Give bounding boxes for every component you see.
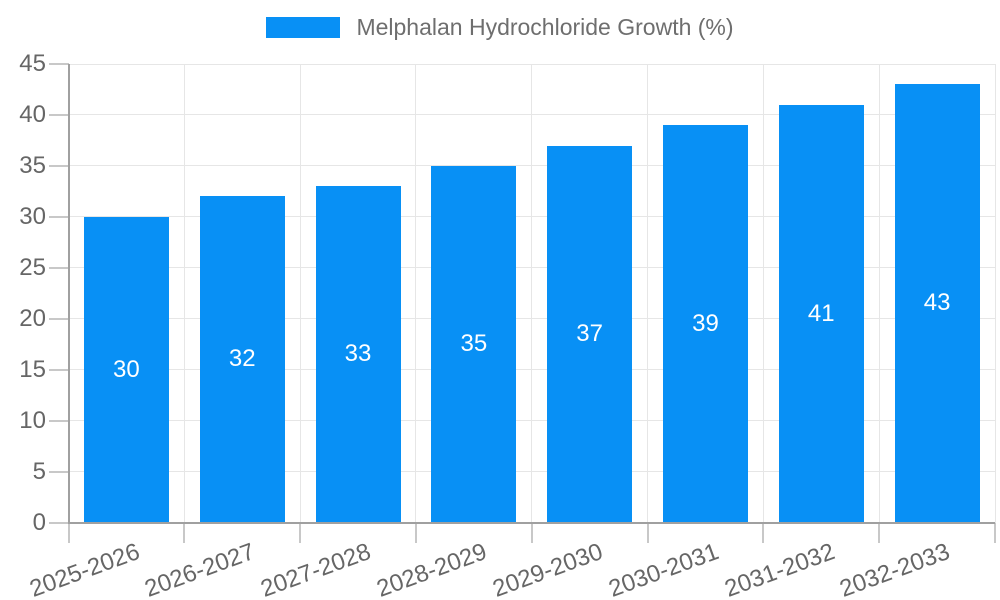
y-tick <box>48 164 69 167</box>
bar[interactable] <box>83 216 169 523</box>
x-gridline <box>299 64 301 523</box>
y-tick-label: 25 <box>19 253 46 281</box>
x-tick-label: 2027-2028 <box>257 538 375 600</box>
y-tick-label: 40 <box>19 100 46 128</box>
bar[interactable] <box>199 196 285 523</box>
x-tick <box>762 522 765 543</box>
x-gridline <box>415 64 417 523</box>
x-tick <box>299 522 302 543</box>
x-tick <box>414 522 417 543</box>
y-tick <box>48 63 69 65</box>
x-gridline <box>183 64 185 523</box>
bar[interactable] <box>431 165 517 523</box>
x-gridline <box>762 64 764 523</box>
bar[interactable] <box>778 104 864 523</box>
bar-value-label: 43 <box>923 289 951 317</box>
x-gridline <box>531 64 533 523</box>
x-tick-label: 2031-2032 <box>720 538 838 600</box>
x-tick-label: 2030-2031 <box>604 538 723 600</box>
y-tick-label: 45 <box>19 50 46 77</box>
y-tick-label: 5 <box>32 457 46 485</box>
x-tick <box>878 522 881 543</box>
y-tick-label: 30 <box>19 202 46 230</box>
x-tick <box>67 522 70 543</box>
bar-value-label: 30 <box>113 355 140 383</box>
y-tick-label: 10 <box>19 406 46 434</box>
bar-value-label: 35 <box>460 330 488 358</box>
y-tick <box>48 215 69 218</box>
y-tick <box>48 419 69 422</box>
x-tick-label: 2026-2027 <box>141 538 259 600</box>
x-tick <box>646 522 649 543</box>
y-tick-label: 35 <box>19 151 46 179</box>
bar-value-label: 32 <box>228 345 256 373</box>
x-gridline <box>994 64 996 523</box>
legend-swatch <box>266 17 341 38</box>
bar-value-label: 39 <box>692 309 719 337</box>
x-gridline <box>878 64 880 523</box>
x-gridline <box>647 64 649 523</box>
y-tick <box>48 470 69 473</box>
y-tick <box>48 266 69 269</box>
y-tick-label: 15 <box>19 355 46 383</box>
bar[interactable] <box>894 84 980 523</box>
chart-legend[interactable]: Melphalan Hydrochloride Growth (%) <box>0 14 1000 41</box>
x-tick <box>994 522 996 543</box>
x-tick-label: 2029-2030 <box>489 538 607 600</box>
x-tick <box>530 522 533 543</box>
bar-value-label: 41 <box>807 299 835 327</box>
y-axis-line <box>67 64 70 523</box>
y-tick <box>48 113 69 116</box>
x-axis-line <box>67 521 995 524</box>
x-tick-label: 2032-2033 <box>836 538 954 600</box>
x-tick <box>183 522 186 543</box>
y-tick <box>48 521 69 524</box>
x-tick-label: 2028-2029 <box>373 538 491 600</box>
y-tick <box>48 368 69 371</box>
legend-label: Melphalan Hydrochloride Growth (%) <box>356 14 734 40</box>
bar[interactable] <box>315 186 401 523</box>
y-tick-label: 20 <box>19 304 46 332</box>
bar-value-label: 33 <box>344 340 372 368</box>
y-tick <box>48 317 69 320</box>
x-tick-label: 2025-2026 <box>25 538 143 600</box>
bar[interactable] <box>547 145 633 523</box>
bar-value-label: 37 <box>576 320 603 347</box>
y-tick-label: 0 <box>32 508 46 536</box>
bar[interactable] <box>662 125 748 523</box>
